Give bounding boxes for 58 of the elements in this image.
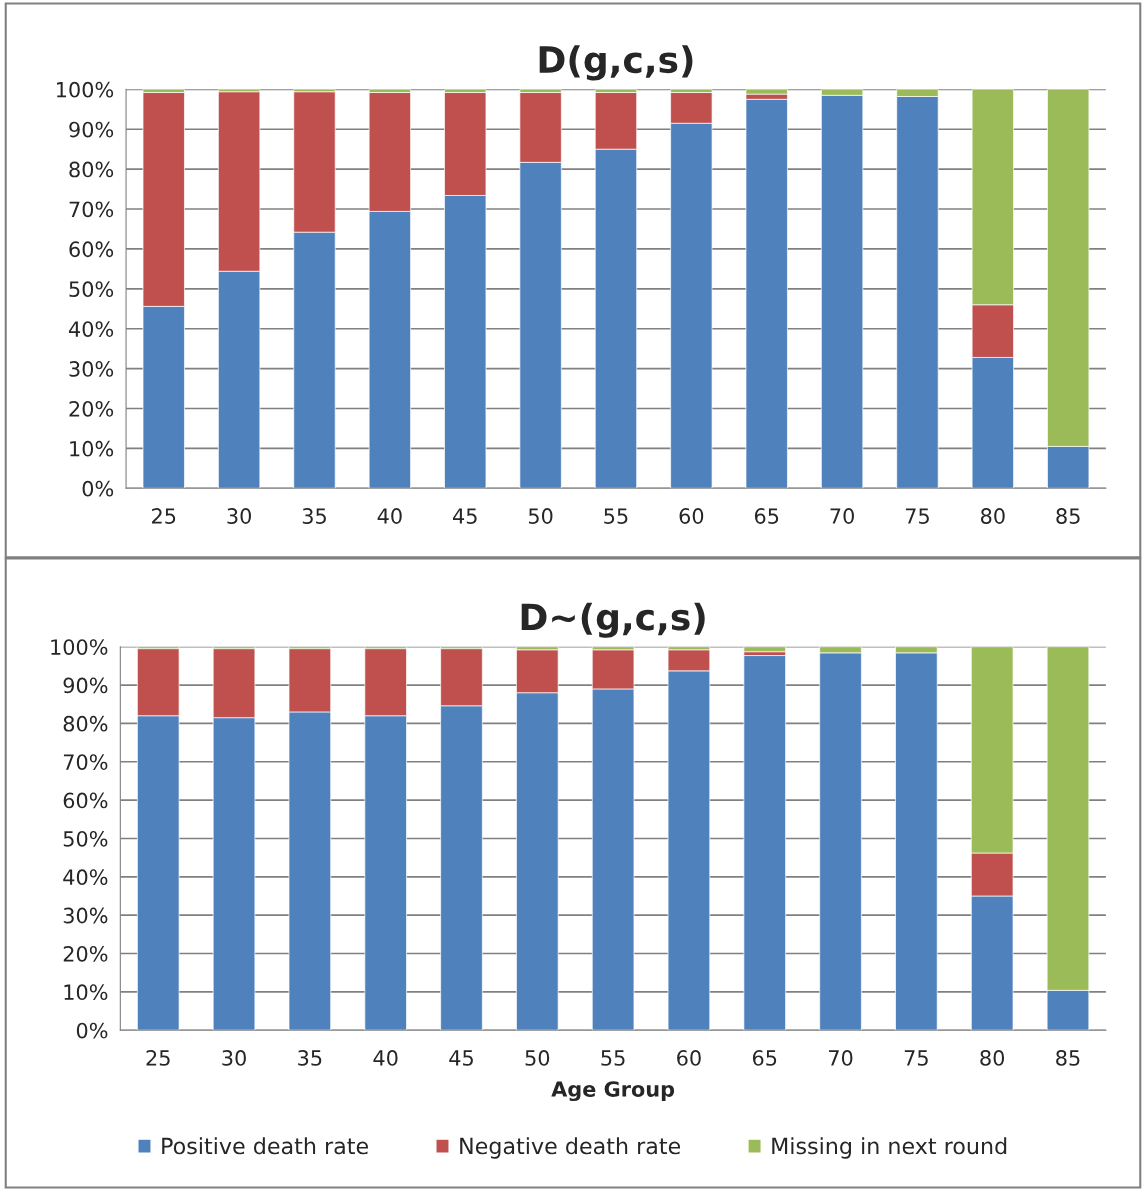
x-tick-label: 30 <box>227 508 251 524</box>
legend-label: Negative death rate <box>460 1137 681 1159</box>
y-tick-label: 10% <box>64 984 108 1001</box>
y-tick-label: 70% <box>69 201 114 218</box>
x-tick-label: 45 <box>449 1050 473 1066</box>
x-tick-label: 75 <box>904 1050 928 1066</box>
x-tick-label: 65 <box>752 1050 777 1066</box>
x-tick-label: 35 <box>302 508 326 524</box>
chart-title: D(g,c,s) <box>539 45 693 81</box>
x-tick-label: 70 <box>829 1050 853 1066</box>
y-tick-label: 90% <box>63 677 108 694</box>
legend-label: Positive death rate <box>162 1137 368 1155</box>
x-tick-label: 60 <box>677 1050 701 1066</box>
y-tick-label: 40% <box>63 869 108 886</box>
bar <box>821 94 864 489</box>
x-tick-label: 30 <box>222 1050 246 1066</box>
x-axis-title: Age Group <box>551 1081 675 1102</box>
y-tick-label: 50% <box>69 281 114 298</box>
x-tick-label: 55 <box>601 1050 625 1066</box>
x-tick-label: 40 <box>373 1050 398 1066</box>
x-tick-label: 80 <box>980 1050 1005 1066</box>
y-tick-label: 50% <box>63 830 108 847</box>
y-tick-label: 30% <box>63 907 108 924</box>
x-tick-label: 55 <box>604 508 628 524</box>
y-tick-label: 60% <box>69 241 114 258</box>
x-tick-label: 50 <box>525 1050 550 1066</box>
y-tick-label: 80% <box>63 715 108 732</box>
y-tick-label: 100% <box>56 81 114 98</box>
x-tick-label: 45 <box>453 508 477 524</box>
y-tick-label: 20% <box>69 400 114 417</box>
chart-title: D~(g,c,s) <box>521 602 705 638</box>
x-tick-label: 70 <box>830 508 854 524</box>
y-tick-label: 20% <box>63 945 108 962</box>
bar <box>743 655 786 1031</box>
x-tick-label: 85 <box>1056 1050 1080 1066</box>
y-tick-label: 90% <box>69 121 114 138</box>
bar <box>745 98 788 489</box>
x-tick-label: 65 <box>754 508 779 524</box>
y-tick-label: 30% <box>69 361 114 377</box>
y-tick-label: 10% <box>70 440 114 457</box>
x-tick-label: 25 <box>146 1050 170 1066</box>
legend-label: Missing in next round <box>772 1137 1007 1159</box>
y-tick-label: 0% <box>76 1022 108 1039</box>
y-tick-label: 0% <box>82 480 114 497</box>
x-tick-label: 60 <box>679 508 704 524</box>
y-tick-label: 60% <box>63 792 108 809</box>
x-tick-label: 85 <box>1056 508 1080 524</box>
y-tick-label: 80% <box>69 161 114 178</box>
x-tick-label: 40 <box>377 508 402 524</box>
bar <box>743 646 786 653</box>
x-tick-label: 50 <box>528 508 553 524</box>
x-tick-label: 80 <box>980 508 1005 524</box>
x-tick-label: 75 <box>905 508 929 524</box>
y-tick-label: 70% <box>63 754 108 770</box>
y-tick-label: 100% <box>51 639 108 655</box>
x-tick-label: 25 <box>152 508 176 524</box>
x-tick-label: 35 <box>298 1050 322 1066</box>
y-tick-label: 40% <box>68 321 114 337</box>
